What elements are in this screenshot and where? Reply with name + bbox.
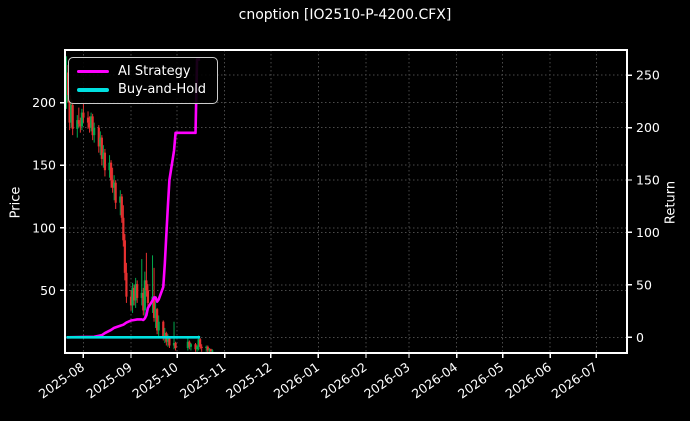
candle-body (125, 272, 128, 297)
return-tick-label: 250 (636, 68, 660, 83)
candle-body (209, 349, 212, 352)
legend: AI Strategy Buy-and-Hold (68, 57, 218, 104)
ai-strategy-line-swatch (77, 69, 109, 73)
candle-body (88, 122, 91, 128)
x-tick-label: 2025-08 (36, 359, 87, 401)
x-tick-label: 2026-05 (455, 359, 506, 401)
candle-body (168, 337, 171, 346)
candle-body (103, 152, 107, 171)
candle-body (156, 309, 159, 331)
price-tick-label: 50 (40, 283, 56, 298)
candle-body (91, 116, 94, 136)
candle-body (200, 346, 203, 348)
candle-body (162, 321, 165, 337)
candle-body (186, 341, 189, 348)
candle-body (199, 339, 202, 347)
x-tick-label: 2026-02 (318, 359, 369, 401)
candle-body (79, 123, 82, 127)
candle-body (90, 116, 93, 128)
candle-body (99, 137, 102, 147)
candle-body (119, 196, 122, 203)
candle-body (114, 182, 117, 203)
candle-body (100, 137, 103, 159)
return-tick-label: 50 (636, 277, 652, 292)
candle-body (152, 296, 156, 318)
candle-body (77, 120, 80, 124)
candle-body (166, 337, 169, 342)
price-tick-label: 100 (32, 220, 56, 235)
candle-body (70, 105, 73, 123)
candle-body (97, 127, 100, 147)
candle-body (157, 321, 160, 331)
candle-body (206, 346, 209, 351)
candle-body (68, 95, 71, 123)
x-tick-label: 2025-11 (177, 359, 228, 401)
return-tick-label: 0 (636, 330, 644, 345)
candle-body (211, 350, 214, 352)
candle-body (80, 112, 83, 127)
candle-body (143, 280, 146, 311)
plot-border (64, 49, 628, 354)
candle-body (154, 309, 157, 318)
candle-body (163, 332, 166, 337)
candle-body (197, 339, 200, 347)
candle-body (71, 105, 74, 129)
candle-body (142, 292, 145, 311)
return-tick-label: 100 (636, 225, 660, 240)
candle-body (136, 284, 139, 298)
candle-body (188, 341, 191, 347)
candle-body (108, 162, 111, 171)
candle-body (132, 287, 136, 301)
legend-entry-ai-strategy: AI Strategy (77, 64, 209, 79)
candle-body (76, 120, 79, 129)
candle-body (82, 112, 85, 118)
candle-body (208, 349, 211, 351)
legend-entry-buy-and-hold: Buy-and-Hold (77, 82, 209, 97)
candle-body (109, 162, 113, 181)
x-tick-label: 2025-12 (223, 359, 274, 401)
candle-body (172, 342, 176, 346)
candle-body (140, 292, 143, 298)
x-tick-label: 2026-01 (271, 359, 322, 401)
candle-body (102, 152, 105, 159)
candle-body (131, 287, 134, 306)
x-tick-label: 2026-06 (503, 359, 554, 401)
candle-body (93, 127, 96, 136)
candle-body (86, 117, 90, 123)
candle-body (194, 344, 197, 350)
candle-body (189, 344, 193, 347)
x-tick-label: 2025-09 (83, 359, 134, 401)
candle-body (134, 284, 137, 301)
legend-label: Buy-and-Hold (118, 82, 207, 98)
price-tick-label: 200 (32, 95, 56, 110)
candle-body (122, 217, 125, 241)
candle-body (195, 346, 199, 350)
candle-body (113, 182, 116, 188)
candle-body (129, 296, 133, 306)
candle-body (145, 280, 148, 291)
chart-title: cnoption [IO2510-P-4200.CFX] (238, 7, 452, 23)
x-tick-label: 2026-07 (549, 359, 600, 401)
candle-body (174, 342, 177, 348)
legend-label: AI Strategy (118, 63, 191, 79)
candle-body (111, 180, 114, 188)
price-tick-label: 150 (32, 158, 56, 173)
candle-body (146, 290, 150, 303)
x-tick-label: 2026-03 (361, 359, 412, 401)
return-tick-label: 200 (636, 120, 660, 135)
ai-strategy-line (66, 58, 201, 339)
candle-body (123, 240, 126, 273)
candle-body (65, 72, 68, 103)
x-tick-label: 2026-04 (409, 359, 460, 401)
candle-body (120, 196, 123, 218)
candle-body (205, 346, 208, 348)
return-tick-label: 150 (636, 173, 660, 188)
buy-and-hold-line-swatch (77, 88, 109, 92)
x-tick-label: 2025-10 (129, 359, 180, 401)
